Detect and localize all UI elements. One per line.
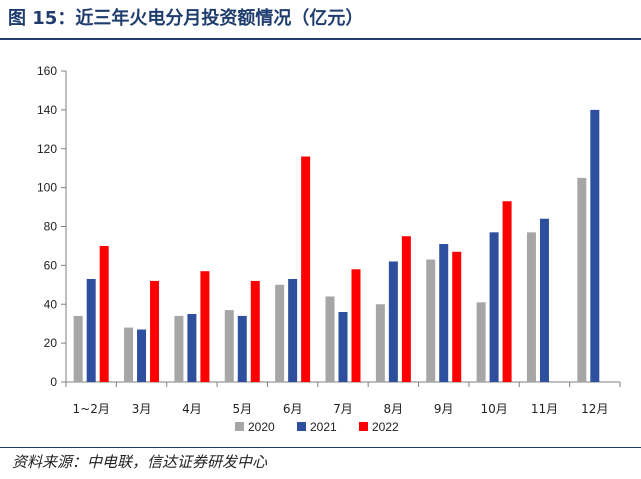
bar-2021-2 — [187, 313, 197, 382]
bar-2021-7 — [439, 243, 449, 382]
bar-2020-9 — [526, 232, 536, 382]
legend-swatch-2021 — [297, 422, 306, 431]
bar-2022-0 — [99, 245, 109, 382]
bar-2021-1 — [137, 329, 147, 382]
title-divider — [0, 38, 641, 40]
y-tick-label: 80 — [44, 220, 58, 234]
bar-2020-0 — [73, 315, 83, 382]
x-category-label: 4月 — [182, 402, 202, 416]
bar-2022-7 — [452, 251, 462, 382]
bar-2020-2 — [174, 315, 184, 382]
x-category-label: 1~2月 — [73, 402, 110, 416]
bar-2022-4 — [301, 156, 311, 382]
bar-2020-7 — [426, 259, 436, 382]
legend: 2020 2021 2022 — [235, 420, 399, 434]
bar-2022-6 — [401, 236, 411, 382]
bar-2020-3 — [224, 310, 234, 382]
bar-2020-4 — [275, 284, 285, 382]
legend-label-2021: 2021 — [310, 420, 337, 434]
footer-divider — [0, 447, 641, 448]
x-category-label: 9月 — [434, 402, 454, 416]
y-tick-label: 160 — [37, 64, 57, 78]
bar-2020-6 — [375, 304, 385, 382]
y-axis: 0 20 40 60 80 100 120 140 160 — [37, 64, 67, 389]
bar-2021-8 — [489, 232, 499, 382]
bar-2022-5 — [351, 269, 361, 382]
x-axis: 1~2月 3月 4月 5月 6月 7月 8月 9月 10月 11月 12月 — [65, 381, 621, 416]
bar-2020-10 — [577, 177, 587, 382]
x-category-label: 8月 — [384, 402, 404, 416]
bar-2022-8 — [502, 201, 512, 382]
x-category-label: 7月 — [333, 402, 353, 416]
legend-label-2020: 2020 — [248, 420, 275, 434]
bar-2022-2 — [200, 271, 210, 382]
legend-label-2022: 2022 — [372, 420, 399, 434]
bar-2021-0 — [86, 278, 96, 382]
y-tick-label: 20 — [44, 336, 58, 350]
x-category-label: 6月 — [283, 402, 303, 416]
legend-swatch-2022 — [359, 422, 368, 431]
bar-2022-3 — [250, 280, 260, 382]
y-tick-label: 120 — [37, 142, 57, 156]
y-tick-label: 140 — [37, 103, 57, 117]
bars — [73, 109, 600, 382]
bar-chart: 0 20 40 60 80 100 120 140 160 1~2月 3月 4月 5月 6月 7月 8月 9月… — [37, 64, 621, 434]
bar-2021-9 — [539, 218, 549, 382]
bar-2022-1 — [150, 280, 160, 382]
y-tick-label: 0 — [50, 375, 57, 389]
bar-2021-3 — [237, 315, 247, 382]
y-tick-label: 60 — [44, 258, 58, 272]
bar-2020-1 — [124, 327, 134, 382]
bar-2021-4 — [288, 278, 298, 382]
y-tick-label: 100 — [37, 181, 57, 195]
bar-2020-5 — [325, 296, 335, 382]
legend-swatch-2020 — [235, 422, 244, 431]
x-category-label: 3月 — [132, 402, 152, 416]
x-category-label: 10月 — [480, 402, 507, 416]
x-category-label: 11月 — [531, 402, 558, 416]
source-note: 资料来源：中电联，信达证券研发中心 — [12, 453, 268, 471]
bar-2020-8 — [476, 302, 486, 382]
y-tick-label: 40 — [44, 297, 58, 311]
bar-2021-5 — [338, 312, 348, 382]
x-category-label: 5月 — [232, 402, 252, 416]
x-category-label: 12月 — [581, 402, 608, 416]
bar-2021-10 — [590, 109, 600, 382]
bar-2021-6 — [388, 261, 398, 382]
chart-title: 图 15：近三年火电分月投资额情况（亿元） — [8, 8, 364, 29]
